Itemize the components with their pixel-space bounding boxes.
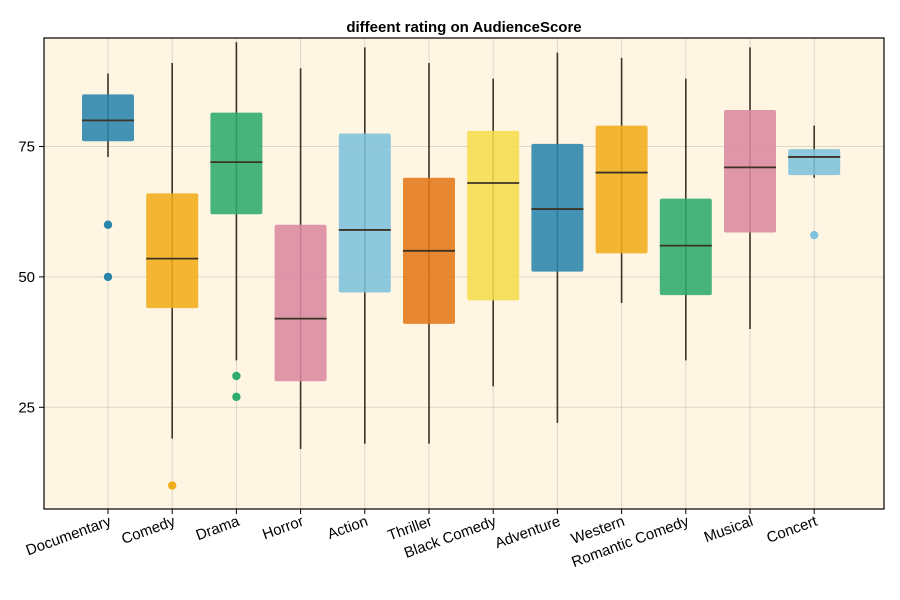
y-axis: 25 50 75: [18, 138, 44, 416]
outlier-point: [168, 481, 177, 490]
plot-frame: [43, 37, 885, 510]
outliers: [103, 220, 819, 490]
box-2: [210, 112, 263, 215]
x-tick-label: Comedy: [119, 513, 178, 548]
outlier-point: [103, 220, 113, 229]
outlier-point: [232, 392, 241, 402]
box-3: [274, 224, 327, 382]
x-tick-label: Documentary: [24, 513, 114, 560]
x-axis: Documentary Comedy Drama Horror Action Thrill…: [24, 509, 820, 571]
y-tick-label: 75: [18, 138, 35, 155]
outlier-point: [103, 272, 113, 282]
x-tick-label: Musical: [702, 513, 756, 546]
y-tick-label: 50: [18, 269, 35, 286]
x-tick-label: Horror: [260, 513, 306, 544]
box-4: [338, 133, 391, 293]
box-0: [82, 94, 134, 142]
x-tick-label: Adventure: [493, 513, 563, 552]
x-tick-label: Action: [325, 513, 370, 543]
box-11: [788, 149, 841, 176]
chart-title: diffeent rating on AudienceScore: [346, 19, 581, 36]
outlier-point: [232, 371, 241, 381]
box-6: [467, 130, 520, 301]
x-tick-label: Concert: [764, 513, 820, 547]
box-7: [531, 143, 584, 272]
box-9: [659, 198, 712, 296]
x-tick-label: Drama: [194, 513, 243, 545]
box-1: [146, 193, 199, 309]
box-10: [724, 109, 776, 233]
box-8: [595, 125, 648, 254]
y-tick-label: 25: [18, 399, 35, 416]
boxes: [82, 94, 841, 382]
medians: [82, 119, 841, 320]
outlier-point: [810, 230, 819, 240]
